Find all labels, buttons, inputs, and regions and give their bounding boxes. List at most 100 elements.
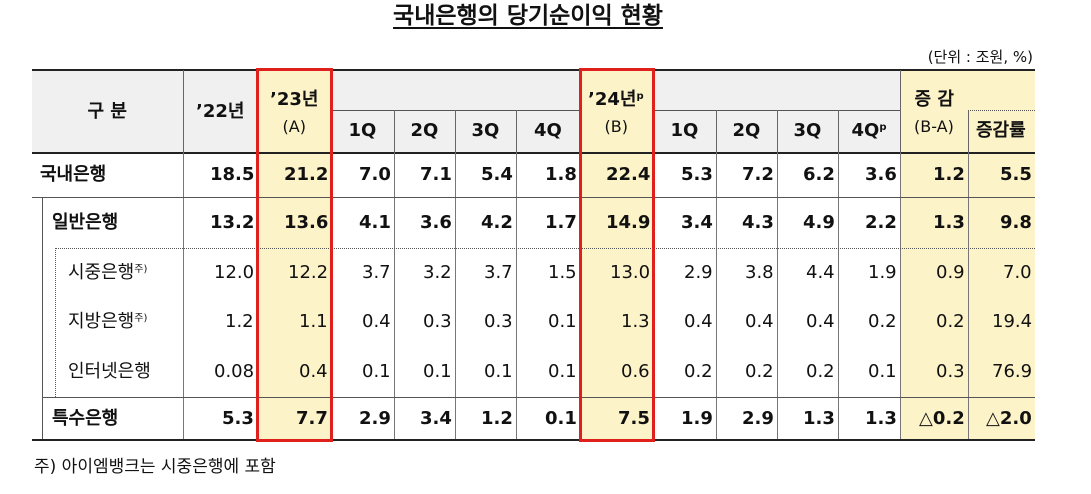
cell-text: 3.6 — [420, 211, 452, 233]
cell: 1.9 — [681, 408, 713, 429]
cell: 3.7 — [362, 261, 391, 283]
cell: 0.3 — [423, 312, 452, 332]
cell-text: 2.2 — [865, 211, 897, 233]
cell: 0.4 — [299, 362, 328, 382]
cell: 4.9 — [803, 212, 835, 233]
cell-text: 19.4 — [992, 311, 1033, 332]
header-cell-text: (B) — [604, 117, 628, 136]
cell-text: 3.7 — [362, 261, 391, 283]
rule — [42, 397, 1035, 398]
cell: 5.5 — [1000, 165, 1032, 185]
cell-text: 1.9 — [868, 261, 897, 283]
rule — [32, 197, 1035, 198]
cell-text: 0.4 — [806, 311, 835, 332]
rule — [55, 248, 1035, 249]
cell: 0.6 — [621, 362, 650, 382]
cell-text: 76.9 — [992, 361, 1033, 382]
cell-text: 7.2 — [742, 164, 774, 185]
cell: 7.5 — [618, 408, 650, 429]
cell-text: 18.5 — [210, 164, 255, 185]
cell-text: 13.2 — [210, 211, 255, 233]
cell-text: 0.08 — [214, 361, 255, 382]
header-cell: 2Q — [733, 121, 761, 141]
cell: 22.4 — [606, 165, 650, 185]
cell: 13.0 — [610, 262, 650, 283]
rule — [900, 70, 901, 153]
cell-text: 0.3 — [423, 311, 452, 332]
cell: 7.1 — [420, 165, 452, 185]
cell-text: △0.2 — [919, 407, 965, 429]
footnote: 주) 아이엠뱅크는 시중은행에 포함 — [34, 457, 276, 477]
header-cell: 구 분 — [88, 102, 127, 122]
row-label: 인터넷은행 — [68, 362, 151, 382]
header-cell: 증감률 — [976, 121, 1026, 141]
cell: 0.1 — [362, 362, 391, 382]
cell: 12.2 — [288, 262, 328, 283]
cell: 1.2 — [225, 312, 254, 332]
superscript: 주) — [134, 313, 148, 324]
cell-text: 4.1 — [359, 211, 391, 233]
rule — [777, 153, 778, 440]
header-cell: 1Q — [349, 121, 377, 141]
cell: 0.1 — [545, 407, 577, 429]
header-cell: ’22년 — [196, 102, 244, 122]
cell-text: 0.2 — [745, 361, 774, 382]
header-bg — [32, 70, 1035, 153]
cell: 0.4 — [362, 312, 391, 332]
cell: 5.3 — [681, 165, 713, 185]
header-cell: 2Q — [411, 121, 439, 141]
cell-text: 4.3 — [742, 211, 774, 233]
column-highlight — [900, 153, 1035, 440]
highlight-frame — [256, 68, 333, 442]
cell-text: 14.9 — [606, 211, 651, 233]
cell: 19.4 — [992, 312, 1032, 332]
cell-text: 2.9 — [742, 407, 774, 429]
cell-text: 0.1 — [545, 407, 577, 429]
cell-text: 5.3 — [222, 407, 254, 429]
cell: 0.2 — [936, 312, 965, 332]
header-cell-text: ’23년 — [270, 89, 319, 110]
row-label: 시중은행주) — [68, 262, 147, 283]
cell: 1.3 — [865, 408, 897, 429]
cell: 1.5 — [548, 262, 577, 283]
row-label: 특수은행 — [52, 408, 118, 429]
rule — [183, 70, 184, 153]
cell-text: 7.7 — [296, 407, 328, 429]
cell-text: 2.9 — [359, 407, 391, 429]
header-cell: 3Q — [794, 121, 822, 141]
header-cell: (A) — [283, 117, 306, 137]
rule — [455, 153, 456, 440]
header-cell-text: 3Q — [471, 120, 500, 141]
cell-text: 0.2 — [936, 311, 965, 332]
cell-text: 3.4 — [420, 407, 452, 429]
cell: 18.5 — [210, 165, 254, 185]
cell: 7.7 — [296, 407, 328, 429]
header-cell-text: 1Q — [348, 120, 377, 141]
header-highlight — [900, 70, 1035, 153]
cell-text: 1.2 — [933, 164, 965, 185]
cell: 1.1 — [299, 312, 328, 332]
cell-text: 0.4 — [299, 361, 328, 382]
cell: 1.3 — [933, 211, 965, 233]
cell: 0.9 — [936, 262, 965, 283]
rule — [55, 248, 56, 397]
cell: 0.2 — [868, 312, 897, 332]
cell-text: 0.4 — [684, 311, 713, 332]
header-cell-text: (A) — [282, 117, 306, 136]
cell-text: 4.4 — [806, 261, 835, 283]
header-cell: 3Q — [472, 121, 500, 141]
cell-text: 2.9 — [684, 261, 713, 283]
cell: 0.4 — [745, 312, 774, 332]
cell-text: 1.3 — [933, 211, 965, 233]
cell-text: 12.0 — [214, 261, 255, 283]
cell-text: 3.7 — [484, 261, 513, 283]
cell: 1.3 — [621, 312, 650, 332]
cell-text: 7.0 — [1003, 261, 1032, 283]
cell: 2.9 — [684, 261, 713, 283]
superscript: p — [879, 122, 887, 133]
rule — [900, 153, 901, 440]
rule — [777, 110, 778, 153]
rule — [32, 152, 1035, 154]
cell: 2.9 — [742, 407, 774, 429]
